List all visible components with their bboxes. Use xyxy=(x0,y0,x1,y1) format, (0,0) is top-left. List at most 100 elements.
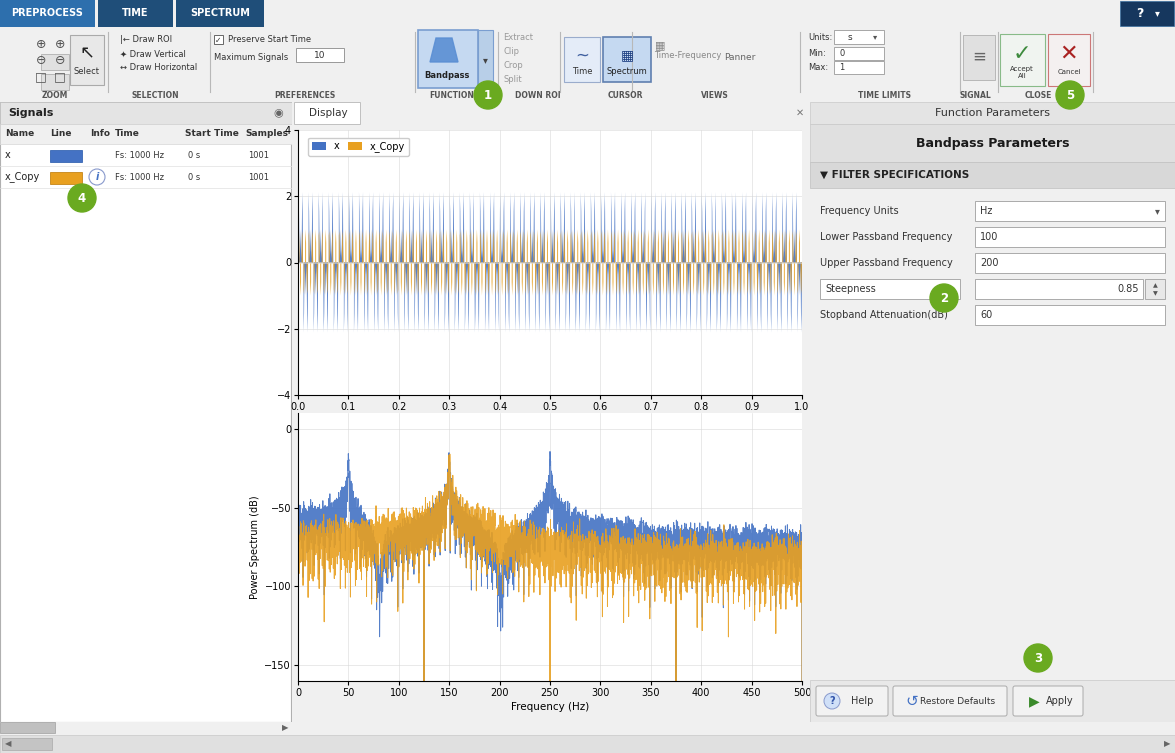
Legend: x, x_Copy: x, x_Copy xyxy=(308,138,409,156)
FancyBboxPatch shape xyxy=(893,686,1007,716)
Text: ▼ FILTER SPECIFICATIONS: ▼ FILTER SPECIFICATIONS xyxy=(820,170,969,180)
Bar xyxy=(0,0,95,27)
Text: Maximum Signals: Maximum Signals xyxy=(214,53,288,62)
Text: ⊕: ⊕ xyxy=(55,38,66,51)
Y-axis label: Power Spectrum (dB): Power Spectrum (dB) xyxy=(250,495,261,599)
Bar xyxy=(810,162,1175,188)
Text: Bandpass Parameters: Bandpass Parameters xyxy=(915,136,1069,150)
X-axis label: Time (s): Time (s) xyxy=(529,416,571,426)
Text: ▾: ▾ xyxy=(483,55,488,65)
Text: Name: Name xyxy=(5,130,34,139)
Bar xyxy=(820,279,960,299)
Text: 10: 10 xyxy=(314,50,325,59)
Text: ↔ Draw Horizontal: ↔ Draw Horizontal xyxy=(120,63,197,72)
Text: 200: 200 xyxy=(980,258,999,268)
Text: □: □ xyxy=(35,71,47,84)
Text: Crop: Crop xyxy=(503,62,523,71)
Text: ▶: ▶ xyxy=(1028,694,1040,708)
Bar xyxy=(834,30,884,44)
Text: x_Copy: x_Copy xyxy=(5,172,40,182)
Text: ✓: ✓ xyxy=(1013,44,1032,64)
Text: ⊕: ⊕ xyxy=(35,38,46,51)
Text: Samples: Samples xyxy=(246,130,288,139)
Bar xyxy=(810,680,1175,722)
Text: Spectrum: Spectrum xyxy=(606,68,647,77)
Text: ▲: ▲ xyxy=(1153,283,1157,288)
Text: ▦: ▦ xyxy=(620,48,633,62)
Text: TIME: TIME xyxy=(122,8,149,19)
Text: Accept
All: Accept All xyxy=(1010,66,1034,78)
Text: ◉: ◉ xyxy=(273,108,283,118)
Text: Split: Split xyxy=(503,75,522,84)
Text: Bandpass: Bandpass xyxy=(424,71,470,80)
Text: ▾: ▾ xyxy=(873,32,877,41)
Text: Clip: Clip xyxy=(503,47,519,56)
Bar xyxy=(51,172,82,184)
Text: Upper Passband Frequency: Upper Passband Frequency xyxy=(820,258,953,268)
Bar xyxy=(810,124,1175,162)
Text: PREFERENCES: PREFERENCES xyxy=(275,90,336,99)
Text: SELECTION: SELECTION xyxy=(132,90,179,99)
Text: ✦ Draw Vertical: ✦ Draw Vertical xyxy=(120,50,186,59)
Text: 60: 60 xyxy=(980,310,992,320)
Bar xyxy=(1144,279,1164,299)
Text: ↺: ↺ xyxy=(906,694,919,709)
Text: 3: 3 xyxy=(1034,651,1042,664)
Text: Fs: 1000 Hz: Fs: 1000 Hz xyxy=(115,172,164,181)
Text: 1001: 1001 xyxy=(248,151,269,160)
FancyBboxPatch shape xyxy=(815,686,888,716)
Text: Start Time: Start Time xyxy=(184,130,239,139)
Text: ▾: ▾ xyxy=(1155,8,1160,19)
Text: ~: ~ xyxy=(575,47,589,65)
X-axis label: Frequency (Hz): Frequency (Hz) xyxy=(511,702,589,712)
Text: ↖: ↖ xyxy=(80,44,94,62)
Text: ?: ? xyxy=(830,696,834,706)
Bar xyxy=(2,738,52,750)
Bar xyxy=(418,30,478,88)
Text: 1: 1 xyxy=(484,89,492,102)
Bar xyxy=(1048,34,1090,86)
Bar xyxy=(0,124,293,144)
Text: ?: ? xyxy=(1136,7,1143,20)
Text: CLOSE: CLOSE xyxy=(1025,90,1052,99)
Text: Time: Time xyxy=(115,130,140,139)
Text: FUNCTIONS: FUNCTIONS xyxy=(429,90,479,99)
Text: Select: Select xyxy=(74,68,100,77)
Text: 0 s: 0 s xyxy=(188,151,200,160)
Text: ✓: ✓ xyxy=(215,35,221,44)
Text: x: x xyxy=(5,150,11,160)
Bar xyxy=(975,253,1164,273)
Text: SIGNAL: SIGNAL xyxy=(959,90,991,99)
Text: ZOOM: ZOOM xyxy=(42,90,68,99)
Bar xyxy=(294,102,360,124)
Text: TIME LIMITS: TIME LIMITS xyxy=(859,90,912,99)
Bar xyxy=(41,54,69,70)
Text: Apply: Apply xyxy=(1046,696,1074,706)
Circle shape xyxy=(824,693,840,709)
Text: i: i xyxy=(95,172,99,182)
Text: PREPROCESS: PREPROCESS xyxy=(12,8,83,19)
Text: Min:: Min: xyxy=(808,50,826,59)
Bar xyxy=(1120,1,1174,26)
Bar xyxy=(176,0,264,27)
Text: 4: 4 xyxy=(78,191,86,205)
Text: 0.85: 0.85 xyxy=(1117,284,1139,294)
Circle shape xyxy=(68,184,96,212)
Text: SPECTRUM: SPECTRUM xyxy=(190,8,250,19)
Text: ▼: ▼ xyxy=(1153,291,1157,297)
Bar xyxy=(834,61,884,74)
Text: 2: 2 xyxy=(940,291,948,304)
Bar xyxy=(0,102,293,124)
Text: Time: Time xyxy=(572,68,592,77)
Text: ▶: ▶ xyxy=(1163,739,1170,748)
Text: Steepness: Steepness xyxy=(825,284,875,294)
Circle shape xyxy=(1056,81,1085,109)
Text: Hz: Hz xyxy=(980,206,993,216)
Circle shape xyxy=(929,284,958,312)
Bar xyxy=(98,0,173,27)
Bar xyxy=(0,722,55,733)
Text: CURSOR: CURSOR xyxy=(607,90,643,99)
Bar xyxy=(603,37,651,82)
Bar xyxy=(214,35,223,44)
Text: Panner: Panner xyxy=(724,53,756,62)
